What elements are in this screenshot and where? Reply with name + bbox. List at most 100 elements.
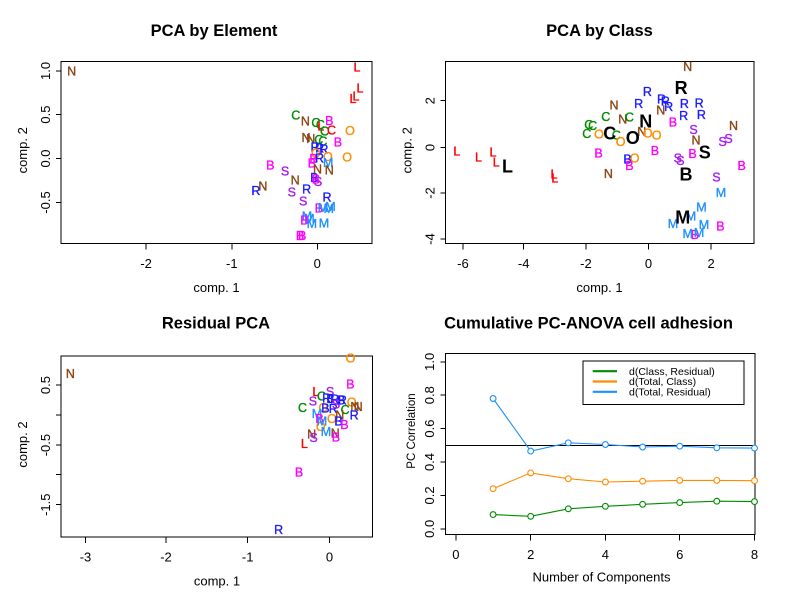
svg-text:-1.5: -1.5 — [38, 493, 53, 515]
svg-text:L: L — [490, 146, 497, 160]
svg-text:B: B — [688, 147, 696, 161]
svg-text:0.6: 0.6 — [422, 420, 437, 438]
svg-text:R: R — [315, 152, 324, 166]
svg-text:comp. 1: comp. 1 — [193, 280, 239, 295]
svg-text:B: B — [334, 135, 342, 149]
svg-text:R: R — [338, 394, 347, 408]
svg-text:B: B — [312, 173, 320, 187]
svg-text:M: M — [302, 210, 312, 224]
svg-text:B: B — [298, 229, 306, 243]
svg-text:O: O — [345, 124, 355, 138]
svg-text:0: 0 — [645, 256, 652, 271]
svg-text:O: O — [346, 352, 356, 366]
svg-text:C: C — [291, 109, 300, 123]
svg-text:N: N — [639, 112, 652, 132]
svg-text:B: B — [334, 415, 342, 429]
svg-text:L: L — [475, 150, 482, 164]
svg-text:N: N — [66, 367, 75, 381]
svg-text:B: B — [594, 147, 602, 161]
svg-text:B: B — [651, 144, 659, 158]
svg-text:O: O — [630, 152, 640, 166]
svg-text:M: M — [325, 200, 335, 214]
svg-text:M: M — [323, 156, 333, 170]
svg-text:R: R — [329, 402, 338, 416]
svg-text:R: R — [330, 393, 339, 407]
svg-text:N: N — [350, 400, 359, 414]
svg-text:M: M — [304, 212, 314, 226]
svg-text:L: L — [551, 167, 558, 181]
svg-text:S: S — [326, 385, 334, 399]
svg-text:N: N — [331, 426, 340, 440]
svg-text:L: L — [353, 90, 360, 104]
svg-text:S: S — [699, 143, 711, 163]
svg-text:B: B — [295, 465, 303, 479]
svg-text:R: R — [310, 140, 319, 154]
svg-text:M: M — [675, 207, 690, 227]
svg-text:0: 0 — [422, 144, 437, 151]
svg-text:d(Total, Class): d(Total, Class) — [629, 376, 696, 388]
svg-text:-6: -6 — [457, 256, 469, 271]
svg-text:R: R — [643, 85, 652, 99]
svg-text:N: N — [291, 174, 300, 188]
svg-text:O: O — [327, 412, 337, 426]
svg-text:O: O — [652, 129, 662, 143]
svg-text:S: S — [676, 154, 684, 168]
svg-text:0.0: 0.0 — [422, 520, 437, 538]
svg-text:B: B — [325, 114, 333, 128]
svg-text:M: M — [323, 202, 333, 216]
svg-text:L: L — [301, 437, 308, 451]
svg-text:R: R — [350, 409, 359, 423]
svg-text:O: O — [316, 420, 326, 434]
svg-text:M: M — [699, 218, 709, 232]
svg-text:N: N — [609, 98, 618, 112]
svg-text:B: B — [623, 153, 631, 167]
svg-text:M: M — [696, 201, 706, 215]
svg-text:Cumulative PC-ANOVA cell adhes: Cumulative PC-ANOVA cell adhesion — [444, 315, 733, 333]
svg-text:B: B — [321, 402, 329, 416]
svg-text:L: L — [317, 119, 324, 133]
svg-text:-2: -2 — [580, 256, 592, 271]
svg-text:L: L — [502, 157, 513, 177]
svg-text:S: S — [718, 135, 726, 149]
svg-text:N: N — [729, 119, 738, 133]
svg-text:C: C — [311, 116, 320, 130]
svg-text:S: S — [309, 395, 317, 409]
svg-text:O: O — [347, 396, 357, 410]
svg-text:C: C — [318, 135, 327, 149]
svg-text:0.5: 0.5 — [38, 376, 53, 394]
svg-text:0: 0 — [326, 550, 333, 565]
svg-text:B: B — [340, 418, 348, 432]
svg-text:C: C — [603, 123, 616, 143]
svg-text:B: B — [296, 229, 304, 243]
svg-text:S: S — [281, 165, 289, 179]
svg-text:N: N — [325, 163, 334, 177]
svg-text:comp. 1: comp. 1 — [194, 574, 240, 589]
svg-text:R: R — [251, 184, 260, 198]
svg-text:R: R — [697, 108, 706, 122]
svg-text:R: R — [274, 523, 283, 537]
svg-text:O: O — [323, 150, 333, 164]
svg-text:-2: -2 — [140, 256, 152, 271]
svg-text:B: B — [680, 164, 693, 184]
svg-text:N: N — [618, 113, 627, 127]
svg-text:B: B — [315, 412, 323, 426]
svg-text:L: L — [350, 92, 357, 106]
svg-text:0: 0 — [314, 256, 321, 271]
svg-text:0.0: 0.0 — [38, 149, 53, 167]
svg-text:N: N — [301, 131, 310, 145]
svg-text:C: C — [584, 118, 593, 132]
svg-text:M: M — [312, 407, 322, 421]
svg-text:1.0: 1.0 — [38, 62, 53, 80]
svg-text:M: M — [307, 217, 317, 231]
svg-text:N: N — [301, 115, 310, 129]
svg-text:S: S — [332, 398, 340, 412]
svg-text:C: C — [612, 129, 621, 143]
svg-text:B: B — [310, 171, 318, 185]
svg-text:-0.5: -0.5 — [38, 191, 53, 213]
svg-text:0: 0 — [452, 547, 459, 562]
svg-text:M: M — [716, 186, 726, 200]
svg-text:N: N — [656, 104, 665, 118]
svg-text:N: N — [604, 167, 613, 181]
svg-text:comp. 2: comp. 2 — [15, 421, 30, 467]
svg-text:N: N — [691, 134, 700, 148]
